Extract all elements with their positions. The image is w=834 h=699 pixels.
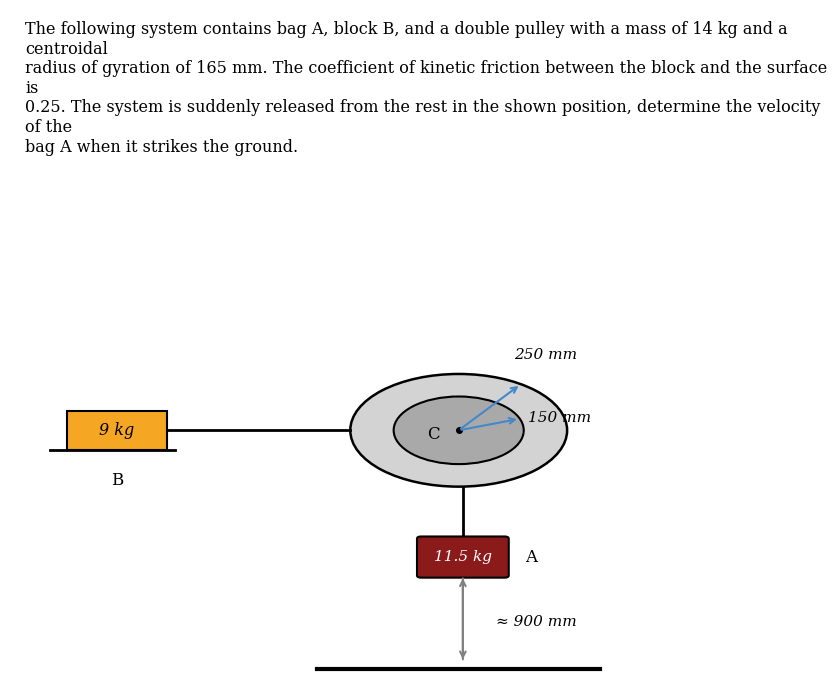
- Text: C: C: [427, 426, 440, 443]
- Circle shape: [394, 396, 524, 464]
- Text: The following system contains bag A, block B, and a double pulley with a mass of: The following system contains bag A, blo…: [25, 21, 827, 156]
- Text: 9 kg: 9 kg: [99, 421, 134, 439]
- FancyBboxPatch shape: [417, 537, 509, 577]
- Text: B: B: [111, 472, 123, 489]
- Text: ≈ 900 mm: ≈ 900 mm: [496, 615, 577, 629]
- Text: 250 mm: 250 mm: [515, 349, 577, 363]
- FancyBboxPatch shape: [67, 411, 167, 450]
- Text: 150 mm: 150 mm: [528, 411, 591, 425]
- Circle shape: [350, 374, 567, 487]
- Text: 11.5 kg: 11.5 kg: [434, 550, 492, 564]
- Text: A: A: [525, 549, 537, 565]
